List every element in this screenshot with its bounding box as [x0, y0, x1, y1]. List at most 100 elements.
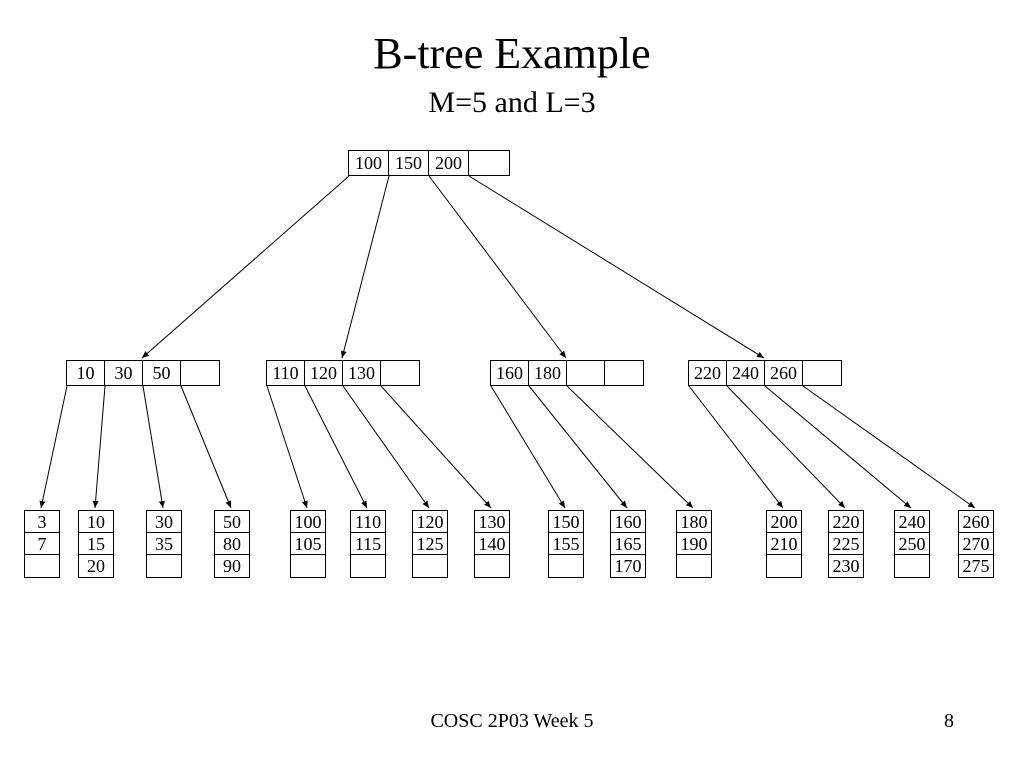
leaf-node-cell: 50	[215, 511, 249, 533]
footer-page-number: 8	[944, 710, 954, 733]
internal-node-cell	[181, 361, 219, 385]
leaf-node-cell: 105	[291, 533, 325, 555]
internal-node-cell: 160	[491, 361, 529, 385]
leaf-node-cell	[351, 555, 385, 577]
leaf-node-cell: 165	[611, 533, 645, 555]
leaf-node-cell: 100	[291, 511, 325, 533]
leaf-node-cell: 120	[413, 511, 447, 533]
tree-edge	[491, 386, 565, 508]
internal-node-cell: 120	[305, 361, 343, 385]
leaf-node-cell: 30	[147, 511, 181, 533]
tree-edge	[143, 386, 163, 508]
leaf-node-cell	[25, 555, 59, 577]
internal-node-cell: 110	[267, 361, 305, 385]
leaf-node-cell: 3	[25, 511, 59, 533]
leaf-node: 260270275	[958, 510, 994, 578]
leaf-node-cell: 210	[767, 533, 801, 555]
leaf-node: 240250	[894, 510, 930, 578]
tree-edge	[469, 176, 764, 358]
internal-node-cell: 240	[727, 361, 765, 385]
leaf-node-cell: 80	[215, 533, 249, 555]
leaf-node: 508090	[214, 510, 250, 578]
leaf-node-cell	[413, 555, 447, 577]
slide: B-tree Example M=5 and L=3 1001502001030…	[0, 0, 1024, 768]
root-node-cell: 150	[389, 151, 429, 175]
leaf-node: 101520	[78, 510, 114, 578]
leaf-node-cell: 160	[611, 511, 645, 533]
internal-node-cell: 260	[765, 361, 803, 385]
root-node-cell: 100	[349, 151, 389, 175]
leaf-node-cell: 260	[959, 511, 993, 533]
leaf-node-cell: 180	[677, 511, 711, 533]
tree-edge	[343, 386, 429, 508]
leaf-node-cell: 125	[413, 533, 447, 555]
leaf-node-cell: 110	[351, 511, 385, 533]
leaf-node-cell: 200	[767, 511, 801, 533]
tree-edge	[181, 386, 231, 508]
leaf-node: 200210	[766, 510, 802, 578]
leaf-node-cell: 240	[895, 511, 929, 533]
tree-edge	[95, 386, 105, 508]
leaf-node-cell	[475, 555, 509, 577]
internal-node-cell	[605, 361, 643, 385]
tree-edge	[342, 176, 389, 358]
tree-edge	[429, 176, 566, 358]
leaf-node-cell	[767, 555, 801, 577]
leaf-node-cell: 270	[959, 533, 993, 555]
internal-node-cell: 180	[529, 361, 567, 385]
internal-node: 110120130	[266, 360, 420, 386]
tree-edge	[381, 386, 491, 508]
root-node: 100150200	[348, 150, 510, 176]
internal-node-cell: 10	[67, 361, 105, 385]
tree-edge	[765, 386, 911, 508]
leaf-node-cell: 15	[79, 533, 113, 555]
leaf-node-cell: 7	[25, 533, 59, 555]
leaf-node-cell	[677, 555, 711, 577]
footer-center: COSC 2P03 Week 5	[0, 710, 1024, 733]
leaf-node: 37	[24, 510, 60, 578]
leaf-node-cell: 10	[79, 511, 113, 533]
leaf-node-cell: 225	[829, 533, 863, 555]
leaf-node-cell	[147, 555, 181, 577]
tree-edge	[267, 386, 307, 508]
tree-edge	[142, 176, 349, 358]
leaf-node-cell: 20	[79, 555, 113, 577]
leaf-node-cell: 230	[829, 555, 863, 577]
tree-edge	[803, 386, 975, 508]
leaf-node-cell: 150	[549, 511, 583, 533]
leaf-node-cell: 90	[215, 555, 249, 577]
leaf-node-cell: 130	[475, 511, 509, 533]
slide-subtitle: M=5 and L=3	[0, 86, 1024, 120]
leaf-node: 160165170	[610, 510, 646, 578]
leaf-node-cell: 115	[351, 533, 385, 555]
internal-node: 160180	[490, 360, 644, 386]
leaf-node-cell: 170	[611, 555, 645, 577]
root-node-cell	[469, 151, 509, 175]
leaf-node-cell: 250	[895, 533, 929, 555]
leaf-node-cell	[291, 555, 325, 577]
internal-node: 220240260	[688, 360, 842, 386]
internal-node-cell: 50	[143, 361, 181, 385]
tree-edge	[41, 386, 67, 508]
internal-node: 103050	[66, 360, 220, 386]
internal-node-cell	[803, 361, 841, 385]
slide-title: B-tree Example	[0, 28, 1024, 79]
leaf-node-cell: 155	[549, 533, 583, 555]
leaf-node: 3035	[146, 510, 182, 578]
leaf-node: 220225230	[828, 510, 864, 578]
leaf-node-cell: 275	[959, 555, 993, 577]
leaf-node: 180190	[676, 510, 712, 578]
leaf-node-cell	[895, 555, 929, 577]
internal-node-cell: 220	[689, 361, 727, 385]
leaf-node-cell: 190	[677, 533, 711, 555]
tree-edge	[727, 386, 845, 508]
tree-edge	[567, 386, 693, 508]
leaf-node: 100105	[290, 510, 326, 578]
leaf-node: 150155	[548, 510, 584, 578]
root-node-cell: 200	[429, 151, 469, 175]
internal-node-cell: 130	[343, 361, 381, 385]
leaf-node-cell: 35	[147, 533, 181, 555]
leaf-node: 130140	[474, 510, 510, 578]
internal-node-cell	[381, 361, 419, 385]
tree-edge	[689, 386, 783, 508]
